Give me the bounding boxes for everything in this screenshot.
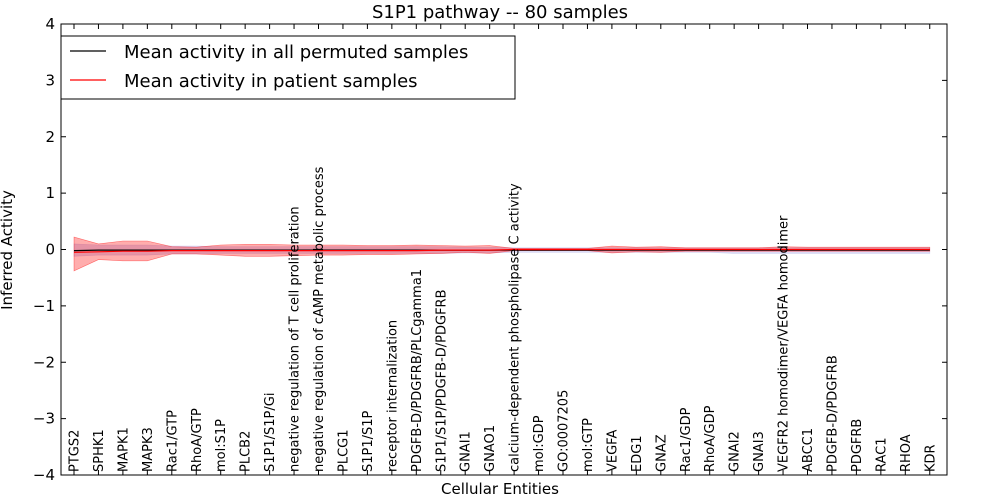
x-tick-label: GNAO1 [483,425,498,472]
x-tick-label: EDG1 [630,435,645,472]
legend: Mean activity in all permuted samples Me… [60,35,516,100]
bands [73,236,931,272]
x-tick-label: MAPK3 [141,427,156,472]
legend-label-patient: Mean activity in patient samples [124,71,418,92]
x-tick-label: PLCB2 [239,431,254,472]
x-tick-label: negative regulation of T cell proliferat… [288,206,303,472]
x-tick-label: MAPK1 [116,427,131,472]
x-tick-label: VEGFR2 homodimer/VEGFA homodimer [777,215,792,472]
y-tick-label: 4 [45,15,55,33]
x-tick-label: RAC1 [874,437,889,472]
series-line-patient [73,248,930,253]
plot-area: −4 −3 −2 −1 0 1 2 3 4 PTGS2 SPHK1 MAPK1 MAPK3 Rac1/G… [33,15,948,484]
x-tick-label: VEGFA [605,430,620,472]
x-tick-label: PDGFB-D/PDGFRB/PLCgamma1 [410,269,425,472]
x-tick-label: S1P1/S1P/Gi [263,393,278,472]
y-tick-label: 2 [45,128,55,146]
band-patient [73,236,931,272]
x-tick-label: KDR [923,444,938,472]
series-lines [73,248,930,253]
y-tick-label: −3 [33,410,55,428]
x-tick-label: RHOA [899,434,914,472]
x-tick-label: Rac1/GDP [679,407,694,472]
y-tick-label: 1 [45,184,55,202]
y-tick-label: −1 [33,297,55,315]
x-tick-label: mol:GTP [581,418,596,472]
x-tick-label: S1P1/S1P [361,410,376,472]
y-tick-label: −4 [33,466,55,484]
y-axis-label: Inferred Activity [0,190,16,310]
x-tick-label: negative regulation of cAMP metabolic pr… [312,166,327,472]
legend-label-permuted: Mean activity in all permuted samples [124,42,468,63]
x-tick-label: GNAZ [654,434,669,472]
x-tick-label: mol:S1P [214,419,229,472]
y-tick-label: −2 [33,353,55,371]
y-tick-label: 0 [45,241,55,259]
x-tick-label: receptor internalization [385,320,400,472]
x-tick-label: S1P1/S1P/PDGFB-D/PDGFRB [434,289,449,472]
chart-title: S1P1 pathway -- 80 samples [372,2,628,23]
x-tick-label: PTGS2 [68,430,83,472]
x-tick-label: mol:GDP [532,415,547,472]
x-tick-label: calcium-dependent phospholipase C activi… [508,183,523,472]
x-tick-label: GO:0007205 [557,390,572,472]
x-tick-label: PDGFRB [850,419,865,472]
x-tick-label: SPHK1 [92,429,107,472]
axis-ticks: −4 −3 −2 −1 0 1 2 3 4 [33,15,947,484]
x-tick-label: Rac1/GTP [165,410,180,472]
x-tick-label: GNAI2 [728,431,743,472]
legend-box [60,35,516,100]
x-axis-label: Cellular Entities [441,480,559,498]
x-tick-label: ABCC1 [801,428,816,472]
x-tick-label: PLCG1 [336,429,351,472]
x-tick-label: GNAI1 [459,431,474,472]
x-tick-label: RhoA/GDP [703,405,718,472]
x-tick-label: GNAI3 [752,431,767,472]
category-labels: PTGS2 SPHK1 MAPK1 MAPK3 Rac1/GTP RhoA/GTP mol:… [68,166,939,472]
x-tick-label: RhoA/GTP [190,408,205,472]
y-tick-label: 3 [45,71,55,89]
x-tick-label: PDGFB-D/PDGFRB [825,355,840,472]
